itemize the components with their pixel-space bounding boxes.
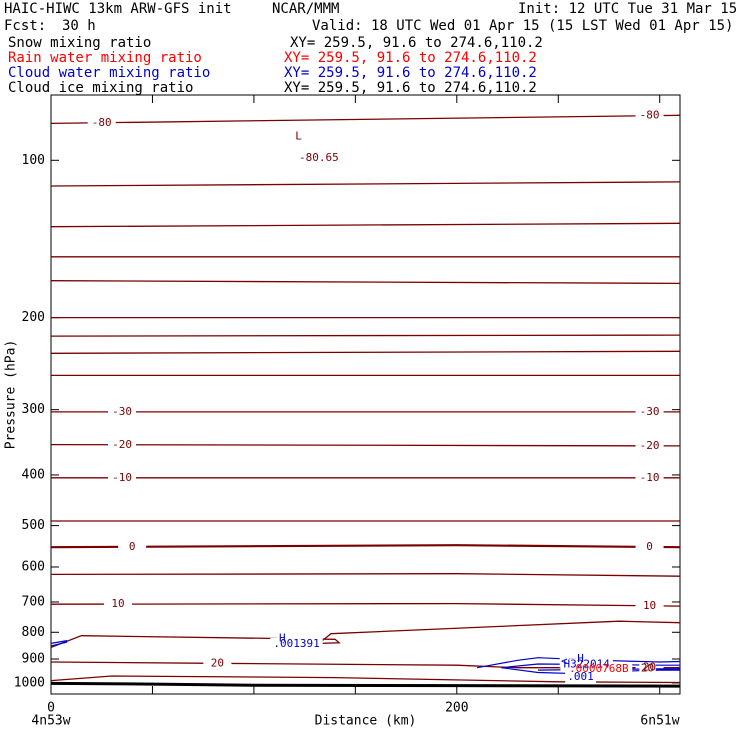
x-tick-label: 0: [47, 701, 55, 716]
contour-label-bg: [635, 599, 664, 612]
temperature-contour: [51, 443, 680, 447]
legend-cloud-ice: Cloud ice mixing ratio: [8, 80, 194, 96]
contour-label-bg: [108, 471, 137, 484]
y-tick-label: 500: [22, 518, 45, 533]
plot-frame: [50, 94, 681, 695]
contour-label-bg: [103, 598, 132, 611]
temperature-contour: [51, 544, 680, 549]
temperature-contour-label: -80: [640, 109, 660, 122]
cloud-water-contour: [51, 640, 68, 644]
extremum-annotation: L: [295, 129, 302, 142]
init-time: Init: 12 UTC Tue 31 Mar 15: [518, 1, 738, 17]
temperature-contour: [51, 675, 680, 684]
temperature-contour-label: -30: [112, 405, 132, 418]
y-tick-label: 200: [22, 310, 45, 325]
annotation-bg: [296, 152, 342, 165]
annotation-bg: [565, 671, 596, 684]
legend-cloud-water: Cloud water mixing ratio: [8, 65, 211, 81]
extremum-annotation: 20: [641, 661, 654, 674]
left-endpoint-label: 4n53w: [31, 714, 70, 729]
temperature-contour: [51, 620, 680, 649]
contour-label-bg: [635, 405, 664, 418]
contour-label-bg: [108, 405, 137, 418]
legend-snow-xy: XY= 259.5, 91.6 to 274.6,110.2: [290, 35, 543, 51]
temperature-contour: [51, 334, 680, 337]
ground-line: [51, 681, 680, 688]
x-tick-label: 200: [445, 701, 468, 716]
temperature-contour: [51, 181, 680, 187]
temperature-contour-label: -10: [112, 471, 132, 484]
contour-label-bg: [87, 116, 116, 129]
y-tick-label: 1000: [14, 675, 45, 690]
y-tick-label: 600: [22, 559, 45, 574]
temperature-contour-label: 20: [211, 656, 224, 669]
extremum-annotation: <: [561, 655, 568, 668]
y-axis-label: Pressure (hPa): [4, 340, 19, 450]
temperature-contour: [51, 350, 680, 354]
temperature-contour-label: -20: [640, 439, 660, 452]
temperature-contour-label: -80: [92, 116, 112, 129]
legend-rain-xy: XY= 259.5, 91.6 to 274.6,110.2: [284, 50, 537, 66]
legend-cloud-water-xy: XY= 259.5, 91.6 to 274.6,110.2: [284, 65, 537, 81]
legend-cloud-ice-xy: XY= 259.5, 91.6 to 274.6,110.2: [284, 80, 537, 96]
cloud-water-contour: [51, 641, 68, 647]
temperature-contour-label: -20: [112, 438, 132, 451]
center-label: NCAR/MMM: [272, 1, 340, 17]
temperature-contour-label: 20: [643, 661, 656, 674]
y-tick-label: 900: [22, 652, 45, 667]
forecast-label: Fcst:: [4, 18, 47, 34]
contour-label-bg: [635, 109, 664, 122]
temperature-contour-label: 0: [646, 540, 653, 553]
extremum-annotation: H: [279, 631, 286, 644]
model-title: HAIC-HIWC 13km ARW-GFS init: [4, 1, 232, 17]
right-endpoint-label: 6n51w: [640, 714, 679, 729]
y-tick-label: 300: [22, 402, 45, 417]
temperature-contour-label: 10: [111, 597, 124, 610]
y-tick-label: 700: [22, 594, 45, 609]
extremum-annotation: .0000768B: [569, 662, 629, 675]
extremum-annotation: .001391: [273, 637, 319, 650]
extremum-annotation: -80.65: [299, 151, 339, 164]
contour-label-bg: [635, 471, 664, 484]
extremum-annotation: H322014: [563, 658, 610, 671]
forecast-hour: 30 h: [62, 18, 96, 34]
x-axis-label: Distance (km): [315, 714, 417, 729]
contour-label-bg: [635, 540, 664, 553]
y-tick-label: 400: [22, 467, 45, 482]
contour-layer: [51, 109, 680, 688]
legend-rain: Rain water mixing ratio: [8, 50, 202, 66]
temperature-contour: [51, 114, 680, 125]
temperature-contour: [51, 222, 680, 228]
annotation-bg: [639, 662, 656, 675]
temperature-contour-label: -30: [640, 405, 660, 418]
y-tick-label: 800: [22, 625, 45, 640]
temperature-contour: [51, 573, 680, 577]
temperature-contour: [51, 602, 680, 607]
temperature-contour-label: 0: [129, 540, 136, 553]
extremum-annotation: H: [577, 652, 584, 665]
y-tick-label: 100: [22, 153, 45, 168]
legend-snow: Snow mixing ratio: [8, 35, 152, 51]
temperature-contour-label: 10: [643, 599, 656, 612]
contour-label-bg: [635, 439, 664, 452]
contour-label-bg: [203, 657, 232, 670]
extremum-annotation: .001: [567, 670, 594, 683]
annotation-bg: [293, 130, 304, 143]
contour-label-bg: [108, 438, 137, 451]
temperature-contour: [51, 280, 680, 285]
valid-time: Valid: 18 UTC Wed 01 Apr 15 (15 LST Wed …: [312, 18, 734, 34]
annotation-bg: [270, 637, 323, 650]
temperature-contour-label: -10: [640, 471, 660, 484]
contour-label-bg: [118, 540, 147, 553]
